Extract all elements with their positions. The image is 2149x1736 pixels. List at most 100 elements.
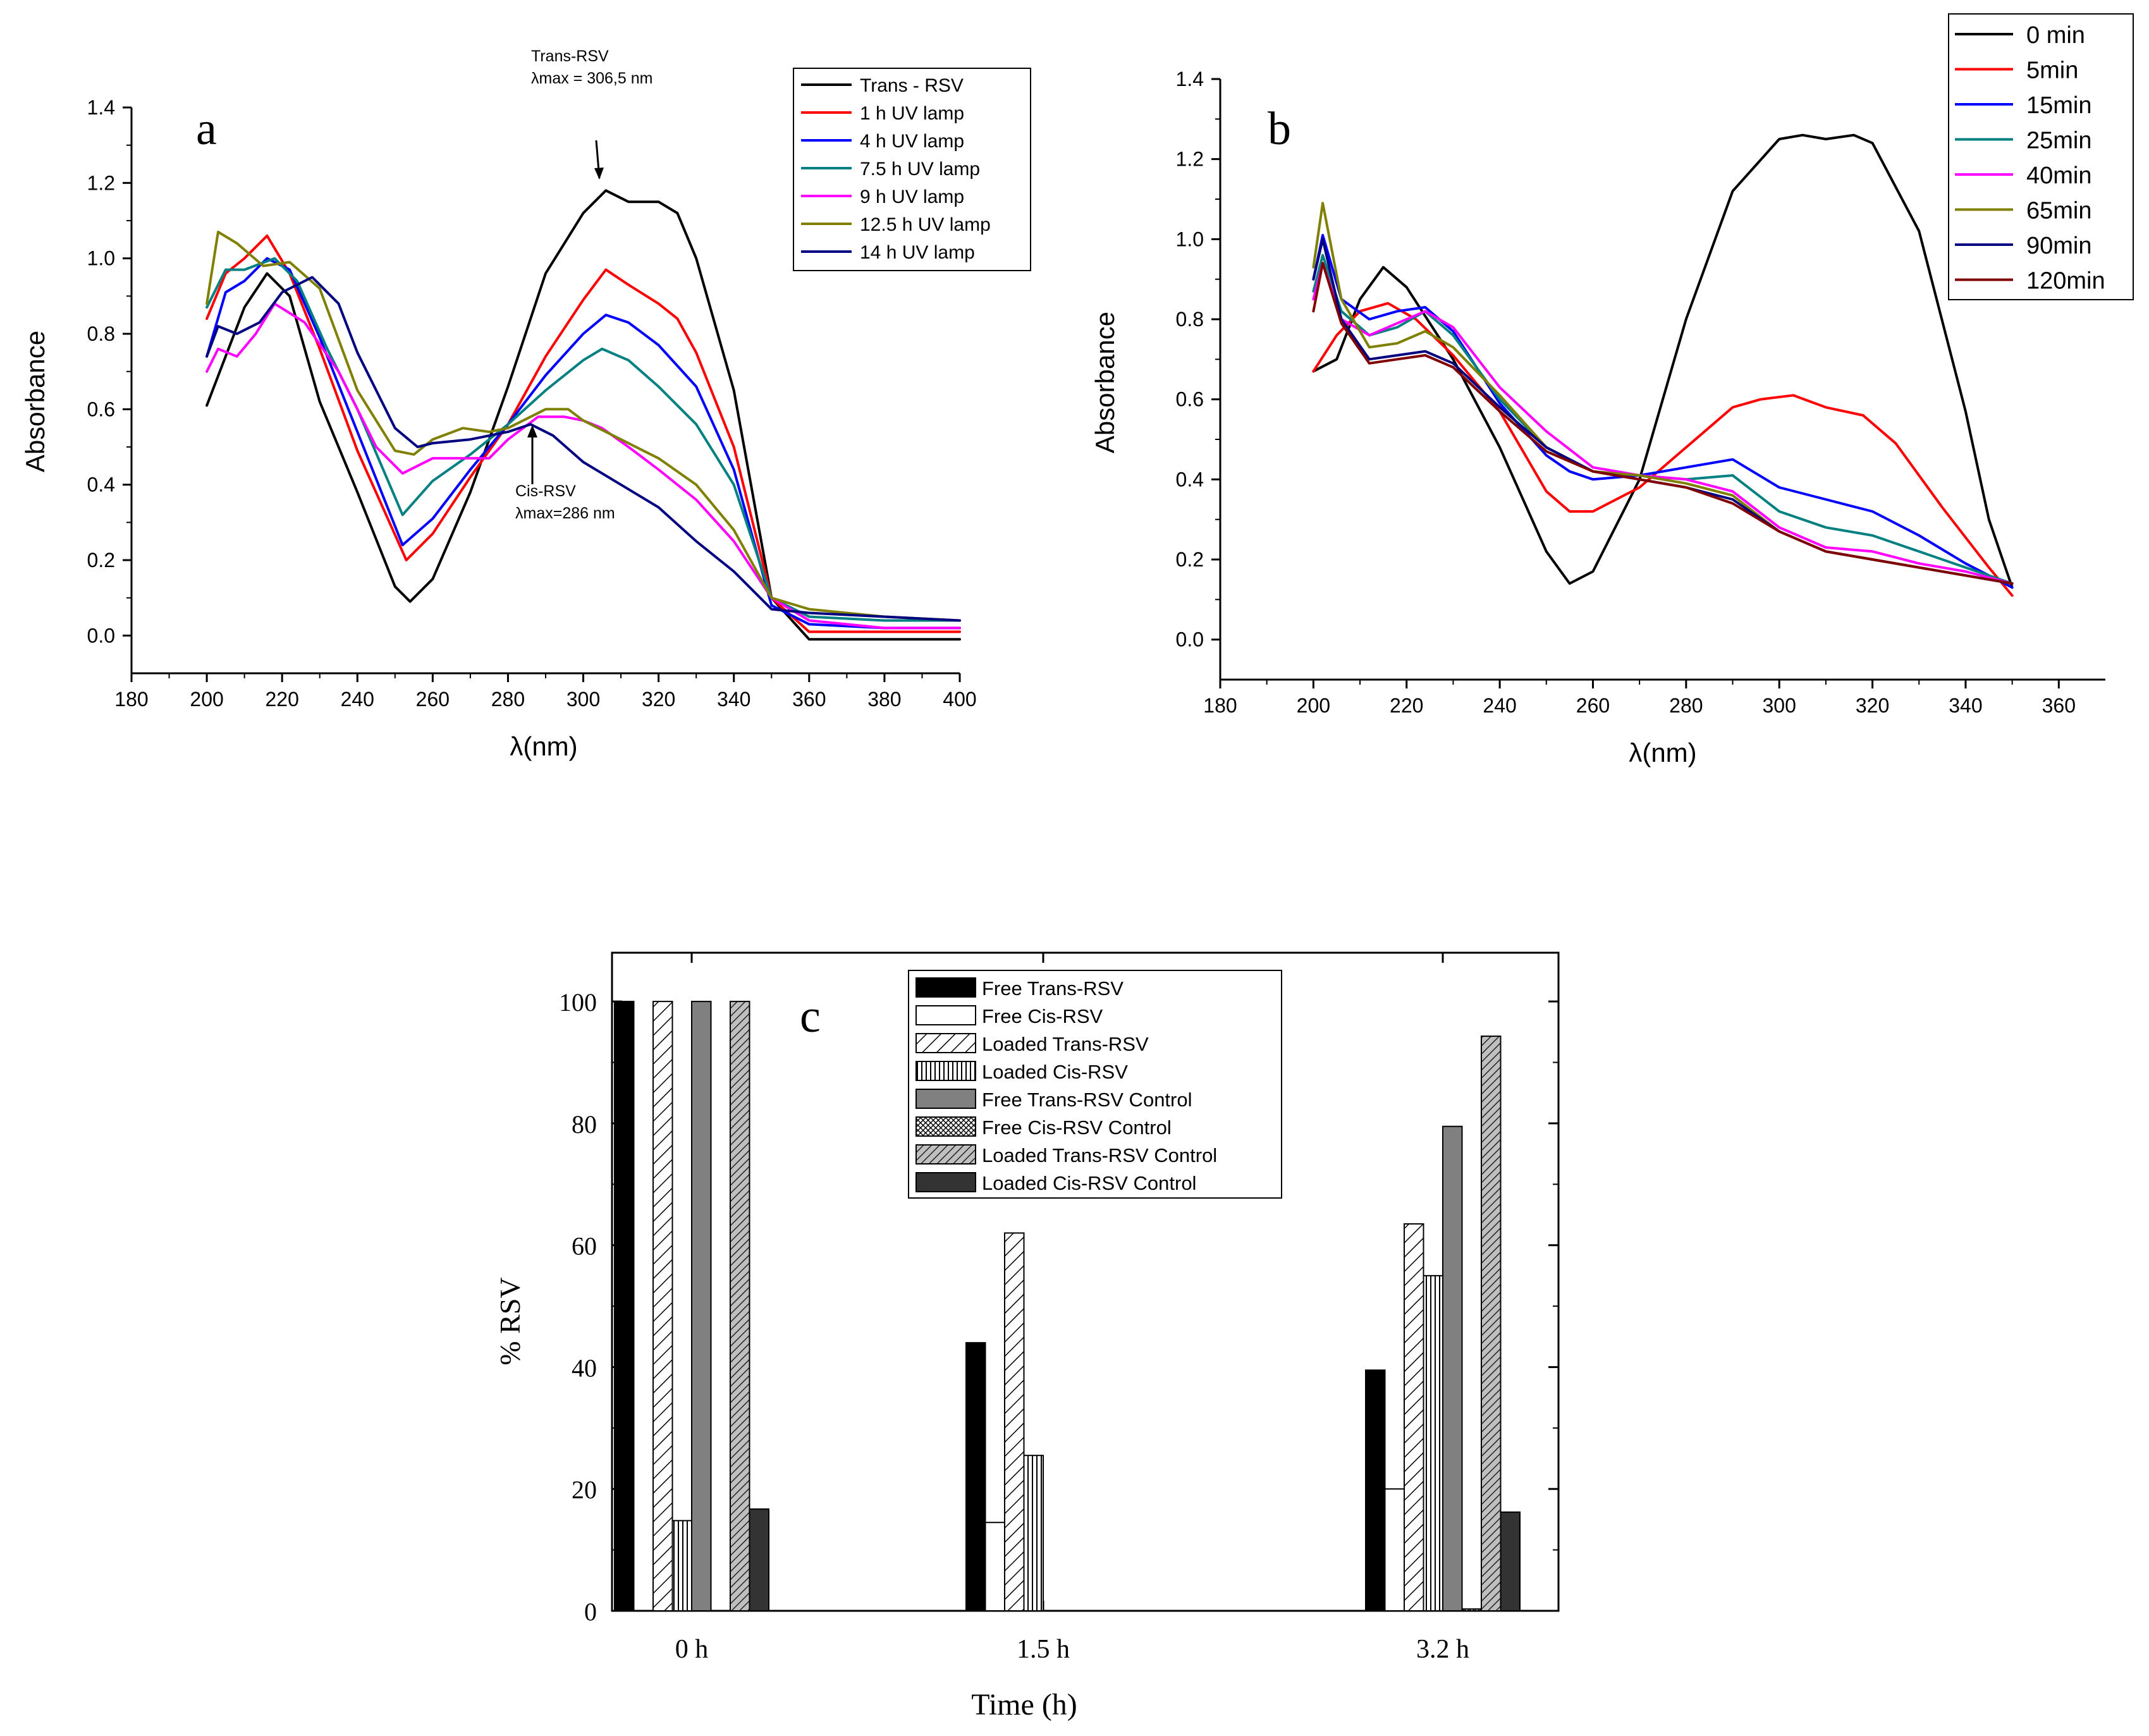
x-tick-label: 400 xyxy=(943,688,976,711)
y-tick-label: 100 xyxy=(559,988,597,1017)
y-tick-label: 0 xyxy=(584,1598,597,1626)
x-tick-label: 300 xyxy=(1763,694,1796,717)
x-tick-label: 380 xyxy=(867,688,901,711)
series-line-90min xyxy=(1312,238,2014,585)
legend-label-25min: 25min xyxy=(2026,128,2092,154)
bar-free-cis-rsv-control-3-2-h xyxy=(1461,1608,1482,1612)
bar-free-trans-rsv-1-5-h xyxy=(965,1342,986,1612)
bar-loaded-trans-rsv-control-3-2-h xyxy=(1481,1036,1502,1611)
legend-swatch-free-cis-rsv-control xyxy=(915,1116,976,1137)
x-tick-label: 340 xyxy=(717,688,750,711)
plot-frame xyxy=(611,951,1560,1612)
y-tick-label: 0.2 xyxy=(87,549,115,572)
series-line-15min xyxy=(1312,234,2014,589)
x-tick-label: 280 xyxy=(1669,694,1703,717)
y-tick-label: 0.8 xyxy=(87,322,115,345)
legend-label-9-h-uv-lamp: 9 h UV lamp xyxy=(860,186,964,207)
y-tick-label: 0.2 xyxy=(1176,548,1204,571)
panel-a-y-axis-title: Absorbance xyxy=(20,331,50,472)
series-line-65min xyxy=(1312,202,2014,585)
legend-swatch-free-trans-rsv-control xyxy=(915,1089,976,1109)
trans-annotation-title: Trans-RSV xyxy=(531,47,609,65)
x-tick-label: 360 xyxy=(2042,694,2076,717)
panel-c-y-axis-title: % RSV xyxy=(494,1277,526,1365)
series-line-7-5-h-uv-lamp xyxy=(205,257,961,622)
panel-b-x-axis-title: λ(nm) xyxy=(1629,738,1696,767)
y-tick-label: 20 xyxy=(572,1476,597,1504)
legend-label-loaded-cis-rsv: Loaded Cis-RSV xyxy=(982,1061,1128,1083)
legend-frame xyxy=(1948,13,2134,300)
cis-annotation-lambda: λmax=286 nm xyxy=(515,504,615,522)
panel-c-x-axis-title: Time (h) xyxy=(971,1688,1077,1721)
panel-c-chart: 0 20 40 60 80 100 0 h 1.5 h 3.2 h c Time (h) % R… xyxy=(494,951,1560,1721)
panel-a-legend: Trans - RSV 1 h UV lamp 4 h UV lamp 7.5 h U… xyxy=(793,68,1031,271)
panel-c-axes: 0 20 40 60 80 100 0 h 1.5 h 3.2 h xyxy=(559,951,1560,1664)
panel-a-label: a xyxy=(196,103,217,155)
legend-label-40min: 40min xyxy=(2026,162,2092,189)
x-tick-label: 220 xyxy=(265,688,298,711)
x-tick-label: 200 xyxy=(190,688,223,711)
legend-label-5min: 5min xyxy=(2026,58,2078,84)
legend-label-4-h-uv-lamp: 4 h UV lamp xyxy=(860,131,964,152)
legend-label-free-trans-rsv: Free Trans-RSV xyxy=(982,977,1123,999)
bar-free-cis-rsv-1-5-h xyxy=(984,1522,1005,1611)
x-tick-label: 260 xyxy=(1576,694,1610,717)
y-tick-label: 80 xyxy=(572,1110,597,1139)
x-tick-label: 360 xyxy=(792,688,826,711)
legend-label-0-min: 0 min xyxy=(2026,22,2085,49)
y-tick-label: 1.4 xyxy=(87,96,115,119)
trans-annotation-lambda: λmax = 306,5 nm xyxy=(531,70,652,87)
y-tick-label: 1.2 xyxy=(1176,148,1204,171)
bar-free-trans-rsv-0-h xyxy=(614,1001,635,1611)
series-line-0-min xyxy=(1312,133,2014,589)
legend-label-free-trans-rsv-control: Free Trans-RSV Control xyxy=(982,1089,1192,1111)
legend-label-loaded-trans-rsv: Loaded Trans-RSV xyxy=(982,1033,1149,1055)
legend-label-1-h-uv-lamp: 1 h UV lamp xyxy=(860,103,964,124)
panel-b-axes: 180 200 220 240 260 280 300 320 340 360 0.0 0.2 0.4 0… xyxy=(1176,68,2105,717)
legend-swatch-loaded-cis-rsv xyxy=(915,1061,976,1081)
legend-label-14-h-uv-lamp: 14 h UV lamp xyxy=(860,242,975,263)
panel-a-series xyxy=(205,189,961,641)
trans-arrowhead-icon xyxy=(594,168,604,180)
series-line-14-h-uv-lamp xyxy=(205,276,961,622)
legend-swatch-free-cis-rsv xyxy=(915,1005,976,1025)
x-tick-label: 240 xyxy=(341,688,374,711)
x-tick-label-0-h: 0 h xyxy=(675,1635,709,1664)
y-tick-label: 0.0 xyxy=(87,624,115,647)
x-tick-label: 180 xyxy=(1203,694,1237,717)
x-tick-label: 320 xyxy=(1856,694,1889,717)
legend-swatch-loaded-trans-rsv xyxy=(915,1033,976,1053)
legend-label-120min: 120min xyxy=(2026,268,2105,295)
series-line-4-h-uv-lamp xyxy=(205,257,961,630)
panel-b-chart: 180 200 220 240 260 280 300 320 340 360 0.0 0.2 0.4 0… xyxy=(1090,13,2134,767)
y-tick-label: 1.0 xyxy=(1176,228,1204,250)
legend-swatch-free-trans-rsv xyxy=(915,977,976,998)
panel-a-chart: 180 200 220 240 260 280 300 320 340 360 380 400 0.0 0… xyxy=(20,47,1031,761)
legend-label-trans-rsv: Trans - RSV xyxy=(860,75,964,96)
y-tick-label: 40 xyxy=(572,1354,597,1382)
bar-free-cis-rsv-3-2-h xyxy=(1384,1488,1405,1611)
bar-free-trans-rsv-control-0-h xyxy=(691,1001,712,1611)
y-tick-label: 0.6 xyxy=(87,398,115,420)
legend-label-65min: 65min xyxy=(2026,198,2092,224)
x-tick-label: 200 xyxy=(1297,694,1330,717)
x-tick-label: 260 xyxy=(416,688,450,711)
legend-frame xyxy=(793,68,1031,271)
panel-a-annotation-cis: Cis-RSV λmax=286 nm xyxy=(515,425,615,522)
x-tick-label: 300 xyxy=(566,688,600,711)
legend-label-loaded-cis-rsv-control: Loaded Cis-RSV Control xyxy=(982,1172,1196,1194)
x-tick-label: 320 xyxy=(642,688,675,711)
series-line-1-h-uv-lamp xyxy=(205,234,961,633)
panel-a-x-axis-title: λ(nm) xyxy=(510,731,577,761)
cis-annotation-title: Cis-RSV xyxy=(515,482,576,500)
legend-label-loaded-trans-rsv-control: Loaded Trans-RSV Control xyxy=(982,1144,1217,1166)
y-tick-label: 0.4 xyxy=(1176,468,1204,491)
legend-label-90min: 90min xyxy=(2026,233,2092,259)
bar-loaded-cis-rsv-control-3-2-h xyxy=(1500,1511,1521,1612)
bar-loaded-cis-rsv-control-0-h xyxy=(749,1508,769,1611)
x-tick-label-1-5-h: 1.5 h xyxy=(1017,1635,1070,1664)
series-line-12-5-h-uv-lamp xyxy=(205,230,961,622)
x-tick-label: 280 xyxy=(491,688,525,711)
bar-loaded-trans-rsv-0-h xyxy=(652,1001,673,1611)
